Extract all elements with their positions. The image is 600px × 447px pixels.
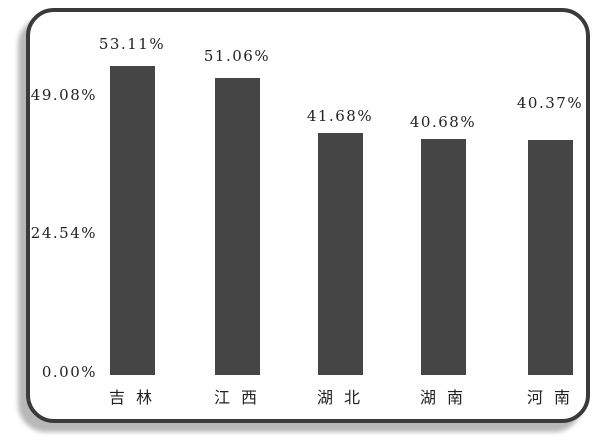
y-axis-tick-label: 0.00% xyxy=(41,363,97,381)
bar-value-label: 51.06% xyxy=(203,47,271,65)
y-axis-tick-label: 24.54% xyxy=(30,224,97,243)
x-axis-category-label: 吉 林 xyxy=(108,388,156,407)
bar-value-label: 53.11% xyxy=(98,35,166,53)
bar xyxy=(420,139,466,375)
y-axis-tick-label: 49.08% xyxy=(30,85,97,104)
bar xyxy=(527,140,573,375)
x-axis-category-label: 江 西 xyxy=(213,388,261,407)
x-axis-category-label: 河 南 xyxy=(526,388,574,407)
bar-value-label: 41.68% xyxy=(306,107,374,125)
bar-value-label: 40.68% xyxy=(409,113,477,131)
bar xyxy=(109,66,155,375)
x-axis-category-label: 湖 北 xyxy=(316,388,364,407)
bar-value-label: 40.37% xyxy=(516,94,584,112)
x-axis-category-label: 湖 南 xyxy=(419,388,467,407)
bar xyxy=(214,78,260,375)
bar xyxy=(317,133,363,375)
